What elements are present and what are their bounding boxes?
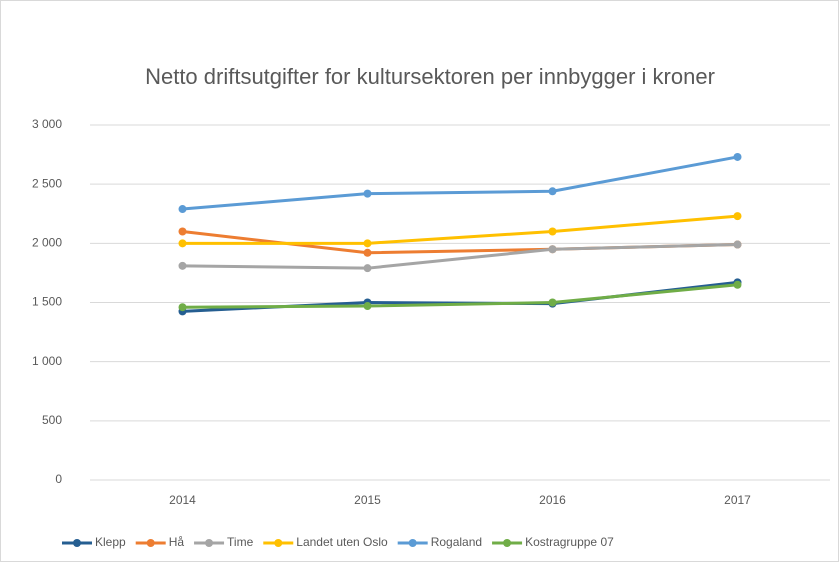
legend-marker xyxy=(146,539,155,547)
point xyxy=(363,264,372,273)
legend-marker xyxy=(73,539,81,547)
point xyxy=(178,261,187,270)
legend-marker xyxy=(274,539,283,547)
legend-label: Hå xyxy=(169,535,185,549)
point xyxy=(178,227,187,236)
legend-label: Kostragruppe 07 xyxy=(525,535,614,549)
series-line xyxy=(182,155,738,211)
legend-label: Landet uten Oslo xyxy=(296,535,388,549)
point xyxy=(733,280,742,289)
legend-label: Rogaland xyxy=(431,535,482,549)
x-tick-label: 2016 xyxy=(539,493,566,507)
point xyxy=(548,227,557,236)
y-tick-label: 500 xyxy=(42,413,62,427)
point xyxy=(548,187,557,196)
point xyxy=(548,298,557,307)
y-tick-label: 1 500 xyxy=(32,295,62,309)
point xyxy=(363,239,372,248)
point xyxy=(363,189,372,198)
x-tick-label: 2015 xyxy=(354,493,381,507)
y-tick-label: 1 000 xyxy=(32,354,62,368)
series-line xyxy=(182,214,738,245)
legend-label: Time xyxy=(227,535,254,549)
y-tick-label: 2 500 xyxy=(32,176,62,190)
point xyxy=(733,240,742,249)
legend-marker xyxy=(205,539,214,547)
y-tick-label: 0 xyxy=(55,472,62,486)
y-tick-label: 2 000 xyxy=(32,236,62,250)
point xyxy=(548,245,557,254)
x-tick-label: 2017 xyxy=(724,493,751,507)
y-tick-label: 3 000 xyxy=(32,117,62,131)
point xyxy=(178,239,187,248)
point xyxy=(363,302,372,311)
point xyxy=(733,152,742,161)
legend-label: Klepp xyxy=(95,535,126,549)
series-line xyxy=(182,243,738,270)
point xyxy=(178,205,187,214)
chart-title: Netto driftsutgifter for kultursektoren … xyxy=(145,64,715,89)
x-tick-label: 2014 xyxy=(169,493,196,507)
point xyxy=(733,212,742,221)
point xyxy=(178,303,187,312)
series-line xyxy=(182,283,738,309)
legend-marker xyxy=(503,539,512,547)
point xyxy=(363,248,372,257)
legend-marker xyxy=(408,539,417,547)
